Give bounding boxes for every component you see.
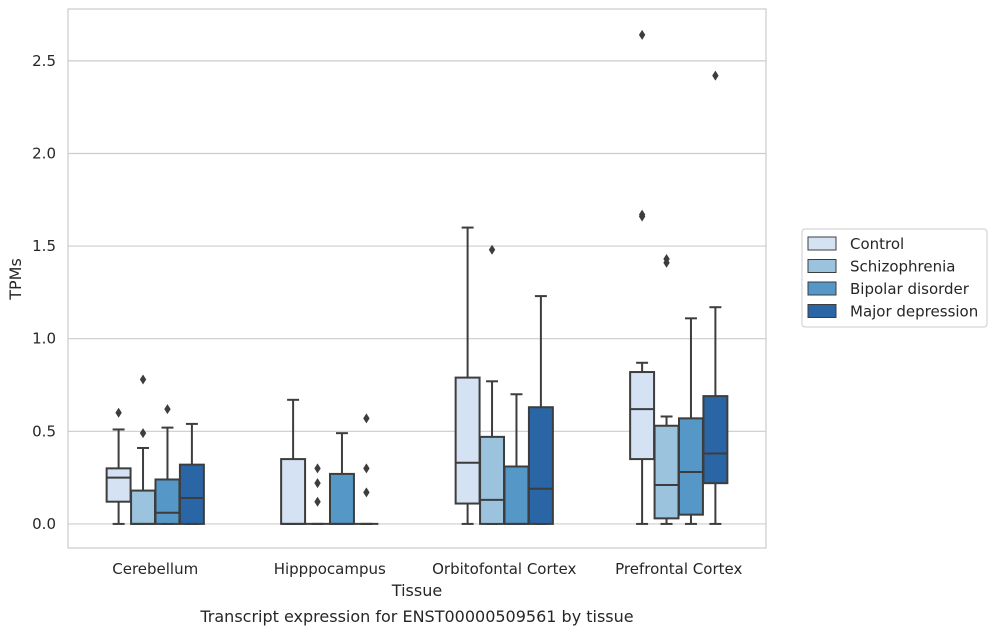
box-body xyxy=(105,467,132,503)
legend-swatch xyxy=(807,281,837,296)
box-body xyxy=(154,478,181,525)
box-body xyxy=(653,424,680,520)
plot-area-frame xyxy=(67,8,767,549)
outlier-point xyxy=(139,428,147,439)
box-3-0 xyxy=(629,29,656,525)
y-tick-label: 1.0 xyxy=(32,330,56,348)
outlier-point xyxy=(363,463,370,474)
outlier-point xyxy=(712,70,719,81)
x-tick-label: Orbitofontal Cortex xyxy=(432,560,576,578)
box-0-2 xyxy=(154,404,181,525)
box-3-2 xyxy=(677,317,704,525)
box-1-2 xyxy=(328,432,355,525)
outlier-point xyxy=(115,407,122,418)
legend-swatch xyxy=(807,304,837,318)
box-2-3 xyxy=(527,295,554,525)
y-tick-label: 0.5 xyxy=(32,422,56,440)
box-body xyxy=(629,371,656,461)
legend-swatch xyxy=(807,236,837,251)
box-body xyxy=(454,376,481,505)
y-axis-title: TPMs xyxy=(6,258,25,301)
box-1-0 xyxy=(280,398,307,525)
box-2-0 xyxy=(454,226,481,525)
box-0-1 xyxy=(130,374,157,525)
box-body xyxy=(328,472,355,525)
outlier-point xyxy=(314,478,321,489)
outlier-point xyxy=(164,404,171,415)
legend-label: Control xyxy=(850,235,904,253)
legend-label: Bipolar disorder xyxy=(850,280,970,298)
box-2-2 xyxy=(503,393,530,525)
legend-label: Major depression xyxy=(850,303,978,321)
y-tick-label: 2.0 xyxy=(32,144,56,162)
box-0-3 xyxy=(178,422,205,525)
outlier-point xyxy=(363,487,370,498)
x-tick-label: Hipppocampus xyxy=(274,560,386,578)
box-3-3 xyxy=(702,70,729,525)
legend: Control Schizophrenia Bipolar disorder Majo… xyxy=(801,228,988,328)
box-body xyxy=(479,435,506,525)
legend-frame xyxy=(801,228,988,328)
x-tick-label: Cerebellum xyxy=(112,560,198,578)
y-tick-label: 1.5 xyxy=(32,237,56,255)
outlier-point xyxy=(638,29,646,40)
outlier-point xyxy=(488,244,496,255)
outlier-point xyxy=(314,463,321,474)
box-1-3 xyxy=(354,413,379,525)
boxes xyxy=(105,29,729,525)
box-body xyxy=(702,395,729,485)
box-body xyxy=(280,458,307,525)
y-tick-labels: 0.0 0.5 1.0 1.5 2.0 2.5 xyxy=(32,52,56,533)
box-1-1 xyxy=(305,463,330,525)
outlier-point xyxy=(314,496,321,507)
outlier-point xyxy=(663,254,670,265)
box-body xyxy=(677,417,704,516)
box-body xyxy=(130,489,157,525)
x-tick-labels: Cerebellum Hipppocampus Orbitofontal Corte… xyxy=(112,560,742,578)
outlier-point xyxy=(363,413,370,424)
outlier-point xyxy=(139,374,147,385)
box-0-0 xyxy=(105,407,132,525)
box-body xyxy=(503,465,530,525)
box-body xyxy=(178,463,205,525)
outlier-point xyxy=(638,209,646,220)
legend-label: Schizophrenia xyxy=(850,258,955,276)
legend-swatch xyxy=(807,259,837,273)
box-3-1 xyxy=(653,254,680,525)
y-tick-label: 2.5 xyxy=(32,52,56,70)
y-tick-label: 0.0 xyxy=(32,515,56,533)
figure-caption: Transcript expression for ENST0000050956… xyxy=(199,607,633,626)
box-body xyxy=(527,406,554,525)
x-axis-title: Tissue xyxy=(391,581,442,600)
grid-lines xyxy=(68,60,766,525)
x-tick-label: Prefrontal Cortex xyxy=(615,560,742,578)
box-2-1 xyxy=(479,244,506,525)
